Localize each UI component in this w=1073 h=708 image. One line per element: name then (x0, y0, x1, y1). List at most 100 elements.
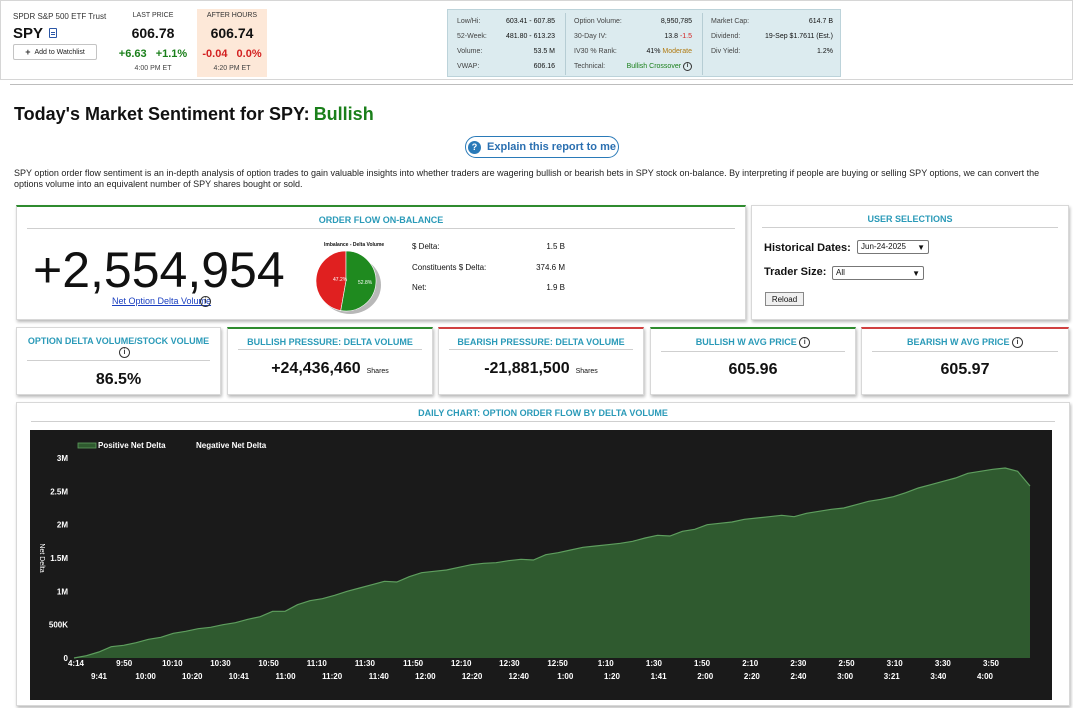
net-delta-volume: +2,554,954 (33, 242, 285, 298)
x-tick-label: 3:50 (983, 659, 1000, 668)
last-price: 606.78 (131, 25, 175, 41)
stat-value: 1.2% (817, 48, 833, 55)
stat-label: 30-Day IV: (574, 33, 607, 40)
stat-change: -1.5 (679, 33, 692, 40)
stat-option-volume: Option Volume: 8,950,785 (574, 14, 692, 29)
x-tick-label: 4:14 (68, 659, 85, 668)
legend-item-negative: Negative Net Delta (196, 441, 267, 450)
x-tick-label: 10:30 (210, 659, 231, 668)
metric-title-text: BEARISH W AVG PRICE (906, 337, 1010, 347)
y-tick-label: 500K (49, 621, 68, 630)
metric-title: BULLISH W AVG PRICE i (661, 337, 845, 349)
net-option-delta-link[interactable]: Net Option Delta Volume (112, 296, 212, 306)
after-change: -0.04 (202, 48, 228, 60)
metric-title: BEARISH W AVG PRICE i (872, 337, 1058, 349)
x-tick-label: 12:40 (508, 672, 529, 681)
x-tick-label: 10:10 (162, 659, 183, 668)
pie-label-bullish: 52.8% (358, 280, 373, 286)
x-tick-label: 11:40 (369, 672, 390, 681)
stat-value[interactable]: Bullish Crossover (626, 63, 682, 70)
after-change-row: -0.04 0.0% (197, 48, 267, 60)
pie-title: Imbalance - Delta Volume (324, 242, 385, 248)
historical-dates-select[interactable]: Jun-24-2025 ▼ (857, 240, 929, 254)
stat-value: 614.7 B (808, 18, 833, 25)
stat-technical: Technical: Bullish Crossover i (574, 59, 692, 74)
stat-label: Volume: (457, 48, 483, 55)
info-icon[interactable]: i (683, 61, 692, 71)
stat-iv-rank: IV30 % Rank: 41% Moderate (574, 44, 692, 59)
metric-number: -21,881,500 (484, 360, 570, 377)
stat-value: 603.41 - 607.85 (505, 18, 555, 25)
y-tick-label: 2.5M (50, 487, 68, 496)
x-tick-label: 9:41 (91, 672, 108, 681)
x-tick-label: 1:10 (598, 659, 615, 668)
info-icon[interactable]: i (119, 347, 130, 358)
metric-unit: Shares (366, 368, 389, 375)
trader-size-select[interactable]: All ▼ (832, 266, 924, 280)
x-tick-label: 11:10 (307, 659, 328, 668)
positive-net-delta-area (74, 468, 1030, 658)
x-tick-label: 12:50 (547, 659, 568, 668)
x-tick-label: 10:00 (135, 672, 156, 681)
ticker-symbol[interactable]: SPY (13, 25, 44, 42)
x-tick-label: 10:50 (258, 659, 279, 668)
legend-swatch-positive (77, 442, 97, 449)
x-tick-label: 3:00 (837, 672, 854, 681)
pie-slice-bearish (315, 250, 347, 311)
net-value: 1.9 B (546, 283, 565, 292)
x-tick-label: 3:30 (935, 659, 952, 668)
net-label: Net: (412, 283, 427, 292)
document-icon[interactable] (49, 28, 57, 38)
stats-divider (702, 13, 703, 75)
card-divider (31, 421, 1055, 422)
last-price-block: LAST PRICE 606.78 +6.63 +1.1% 4:00 PM ET (105, 12, 201, 72)
chart-title: DAILY CHART: OPTION ORDER FLOW BY DELTA … (418, 408, 668, 418)
card-divider (661, 351, 845, 352)
trader-size-label: Trader Size: (764, 266, 827, 278)
stat-value: 606.16 (533, 63, 555, 70)
card-divider (449, 349, 633, 350)
chevron-down-icon: ▼ (912, 269, 920, 278)
metric-card-bullish-avg-price: BULLISH W AVG PRICE i 605.96 (650, 327, 856, 395)
y-tick-label: 1.5M (50, 554, 68, 563)
x-tick-label: 12:10 (451, 659, 472, 668)
chevron-down-icon: ▼ (917, 243, 925, 252)
stat-label: Option Volume: (574, 18, 622, 25)
stat-value: 481.80 - 613.23 (505, 33, 555, 40)
metric-unit: Shares (575, 368, 598, 375)
user-selections-card: USER SELECTIONS Historical Dates: Jun-24… (751, 205, 1069, 320)
info-icon[interactable]: i (200, 296, 211, 307)
reload-button[interactable]: Reload (765, 292, 804, 306)
last-change-row: +6.63 +1.1% (105, 48, 201, 60)
x-tick-label: 11:50 (403, 659, 424, 668)
stat-dividend: Dividend: 19-Sep $1.7611 (Est.) (711, 29, 833, 44)
metric-number: +24,436,460 (271, 360, 361, 377)
last-change: +6.63 (118, 48, 147, 60)
x-tick-label: 2:50 (839, 659, 856, 668)
info-icon[interactable]: i (799, 337, 811, 349)
constituents-delta-value: 374.6 M (536, 263, 565, 272)
historical-dates-label: Historical Dates: (764, 242, 851, 254)
stat-52-week: 52-Week: 481.80 - 613.23 (457, 29, 555, 44)
stats-col-3: Market Cap: 614.7 B Dividend: 19-Sep $1.76… (711, 14, 833, 74)
stat-label: IV30 % Rank: (574, 48, 617, 55)
stat-label: VWAP: (457, 63, 480, 70)
chart-plot-area[interactable]: 0 500K 1M 1.5M 2M 2.5M 3M Net Delta 4:14 9:50 10:1… (30, 430, 1052, 700)
stat-label: Low/Hi: (457, 18, 481, 25)
info-icon[interactable]: i (1012, 337, 1024, 349)
page-title-text: Today's Market Sentiment for SPY: (14, 104, 310, 124)
stat-value: 19-Sep $1.7611 (Est.) (765, 33, 833, 40)
x-tick-label: 1:20 (604, 672, 621, 681)
delta-volume-area-chart[interactable]: 0 500K 1M 1.5M 2M 2.5M 3M Net Delta 4:14 9:50 10:1… (30, 430, 1052, 700)
fund-name: SPDR S&P 500 ETF Trust (13, 12, 107, 21)
x-tick-label: 4:00 (977, 672, 994, 681)
add-to-watchlist-button[interactable]: + Add to Watchlist (13, 44, 97, 60)
explain-label: Explain this report to me (487, 141, 616, 153)
explain-report-button[interactable]: ? Explain this report to me (465, 136, 619, 158)
x-tick-label: 10:20 (182, 672, 203, 681)
order-flow-title: ORDER FLOW ON-BALANCE (318, 215, 444, 225)
y-tick-label: 1M (57, 587, 68, 596)
metric-value: 605.96 (728, 361, 778, 378)
user-selections-title: USER SELECTIONS (867, 214, 953, 224)
stat-low-high: Low/Hi: 603.41 - 607.85 (457, 14, 555, 29)
